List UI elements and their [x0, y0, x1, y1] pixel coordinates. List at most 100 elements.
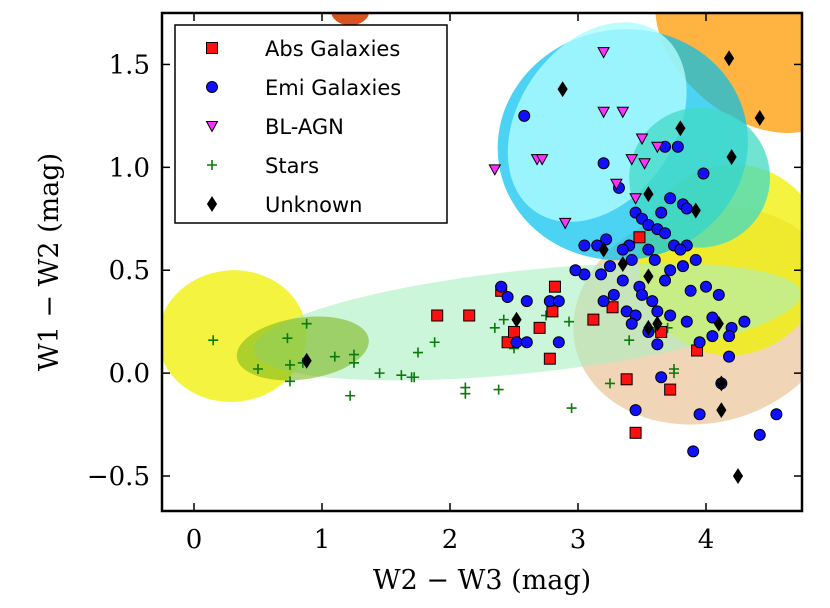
emi-galaxies-point	[680, 315, 693, 328]
abs-galaxies-point	[587, 313, 600, 326]
unknown-point	[652, 315, 663, 332]
emi-galaxies-point	[648, 253, 661, 266]
unknown-point	[557, 81, 568, 98]
abs-galaxies-point	[463, 309, 476, 322]
bl-agn-point	[597, 47, 610, 59]
emi-galaxies-point	[578, 239, 591, 252]
emi-galaxies-point	[664, 192, 677, 205]
emi-galaxies-point	[604, 260, 616, 273]
stars-point	[285, 376, 295, 387]
emi-galaxies-point	[520, 336, 533, 349]
emi-galaxies-point	[642, 243, 655, 256]
emi-galaxies-point	[616, 274, 629, 287]
stars-point	[208, 335, 219, 346]
emi-galaxies-point	[664, 264, 677, 277]
legend-label-emi-galaxies: Emi Galaxies	[265, 76, 401, 100]
y-tick-label: 1.0	[109, 153, 150, 183]
unknown-point	[716, 375, 727, 392]
stars-point	[413, 347, 423, 358]
emi-galaxies-point	[700, 280, 712, 293]
emi-galaxies-point	[625, 253, 638, 266]
legend-label-unknown: Unknown	[265, 193, 362, 217]
stars-point	[489, 322, 500, 333]
emi-galaxies-point	[597, 157, 610, 170]
bl-agn-point	[535, 154, 549, 166]
legend-marker-bl-agn	[205, 121, 219, 133]
emi-galaxies-point	[693, 408, 706, 421]
emi-galaxies-point	[689, 253, 702, 266]
emi-galaxies-point	[706, 330, 719, 343]
unknown-point	[690, 202, 701, 219]
bl-agn-point	[616, 106, 630, 119]
stars-point	[566, 403, 577, 414]
stars-point	[349, 349, 359, 360]
stars-point	[374, 368, 385, 379]
stars-point	[624, 335, 635, 346]
stars-point	[253, 364, 263, 375]
emi-galaxies-point	[680, 202, 693, 215]
stars-point	[429, 337, 440, 348]
abs-galaxies-point	[655, 325, 668, 338]
emi-galaxies-point	[495, 280, 508, 293]
unknown-point	[643, 319, 654, 336]
unknown-point	[511, 311, 522, 328]
emi-galaxies-point	[501, 290, 514, 303]
abs-galaxies-point	[620, 373, 633, 386]
x-axis-label: W2 − W3 (mag)	[373, 565, 591, 596]
unknown-point	[732, 468, 744, 484]
emi-galaxies-point	[510, 336, 523, 349]
unknown-point	[754, 110, 765, 126]
x-tick-label: 1	[314, 525, 331, 555]
legend-label-stars: Stars	[265, 154, 319, 178]
unknown-point	[598, 241, 609, 258]
emi-galaxies-point	[625, 317, 638, 330]
legend: Abs Galaxies Emi Galaxies BL-AGN Stars Unkno…	[174, 24, 448, 224]
unknown-point	[723, 50, 735, 67]
stars-point	[285, 359, 295, 370]
y-tick-label: 0.0	[109, 359, 150, 389]
stars-point	[493, 384, 504, 395]
emi-galaxies-point	[723, 330, 736, 343]
legend-marker-stars	[207, 160, 217, 170]
emi-galaxies-point	[671, 140, 684, 153]
emi-galaxies-point	[659, 274, 672, 287]
emi-galaxies-point	[712, 288, 725, 301]
abs-galaxies-point	[431, 309, 444, 322]
unknown-point	[301, 352, 312, 369]
emi-galaxies-point	[723, 350, 736, 363]
emi-galaxies-point	[753, 428, 766, 441]
bl-agn-point	[488, 164, 502, 176]
abs-galaxies-point	[508, 325, 520, 338]
stars-point	[282, 333, 293, 344]
bl-agn-point	[651, 141, 664, 154]
unknown-point	[643, 186, 654, 203]
stars-point	[345, 390, 356, 401]
stars-point	[301, 318, 312, 329]
emi-galaxies-point	[651, 338, 664, 351]
emi-galaxies-point	[520, 295, 533, 308]
unknown-point	[713, 315, 724, 332]
tick-layer: 0 1 2 3 4 −0.5 0.0 0.5 1.0 1.5	[87, 13, 802, 555]
emi-galaxies-point	[595, 268, 608, 281]
emi-galaxies-point	[629, 404, 642, 417]
bl-agn-point	[625, 154, 639, 166]
y-tick-label: 1.5	[109, 50, 150, 80]
emi-galaxies-point	[616, 243, 629, 256]
abs-galaxies-point	[633, 231, 646, 244]
emi-galaxies-point	[607, 288, 620, 301]
bl-agn-point	[635, 133, 649, 146]
point-layer	[208, 47, 783, 484]
stars-point	[396, 370, 407, 381]
legend-marker-emi-galaxies	[206, 81, 218, 93]
plot-frame	[160, 11, 804, 513]
abs-galaxies-point	[664, 383, 677, 396]
x-tick-label: 4	[698, 525, 715, 555]
abs-galaxies-point	[629, 426, 642, 439]
stars-point	[329, 351, 340, 362]
legend-marker-abs-galaxies	[206, 42, 218, 54]
bl-agn-point	[597, 106, 610, 119]
emi-galaxies-point	[676, 260, 689, 273]
bl-agn-point	[638, 158, 651, 170]
y-tick-label: 0.5	[109, 256, 150, 286]
abs-galaxies-point	[546, 305, 559, 318]
